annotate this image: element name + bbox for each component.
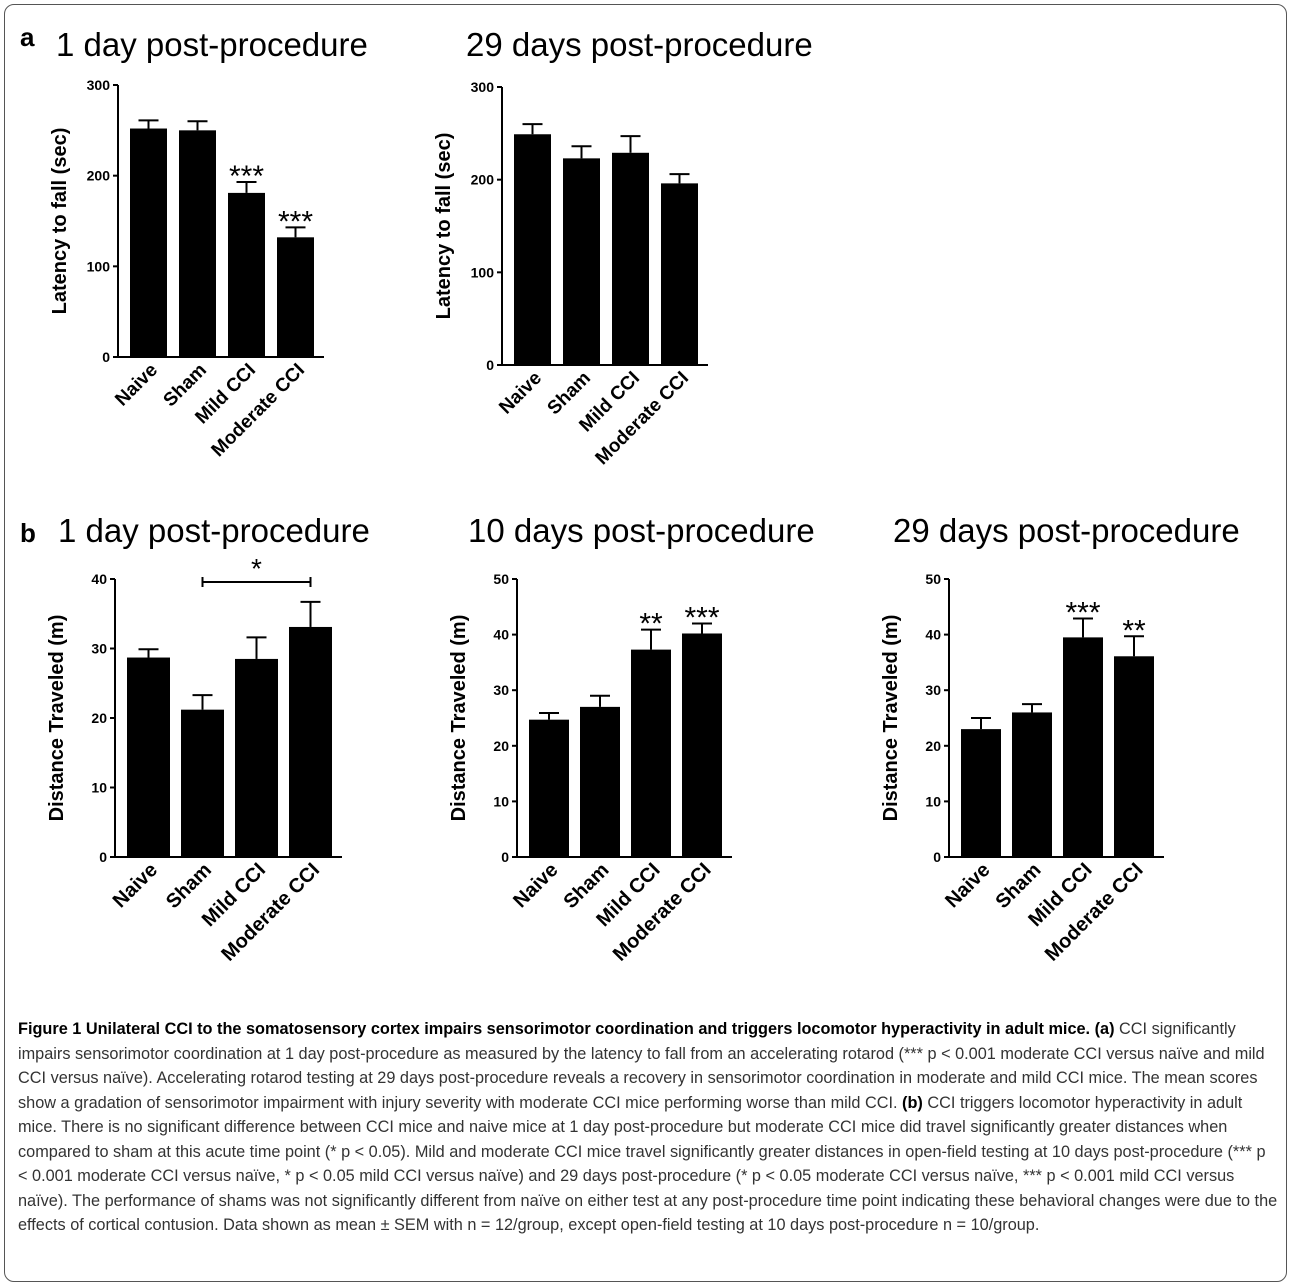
y-tick-label: 40 [493,627,509,643]
bar-1 [580,706,620,857]
chart-b2-title: 10 days post-procedure [468,512,815,549]
panel-a-label: a [20,22,35,52]
bracket-label: * [251,553,262,584]
x-tick-label-0: Naive [111,360,162,411]
bar-1 [1012,712,1052,857]
y-tick-label: 10 [91,780,107,796]
bar-2 [631,649,671,857]
caption-title: Figure 1 Unilateral CCI to the somatosen… [18,1020,1091,1038]
significance-label-3: *** [684,601,719,634]
x-tick-label-0: Naive [495,368,546,419]
y-tick-label: 20 [925,738,941,754]
bar-0 [127,657,170,857]
y-tick-label: 0 [501,849,509,865]
y-axis-label: Distance Traveled (m) [448,615,470,822]
chart-a2-title: 29 days post-procedure [466,26,813,63]
caption-b-text: CCI triggers locomotor hyperactivity in … [18,1093,1278,1235]
bar-3 [277,237,314,357]
y-tick-label: 300 [471,79,495,95]
y-tick-label: 40 [91,571,107,587]
y-tick-label: 100 [87,258,111,274]
bar-2 [1063,637,1103,857]
y-tick-label: 30 [493,682,509,698]
significance-label-2: *** [1065,596,1100,629]
bar-0 [514,134,551,365]
significance-label-3: ** [1122,614,1146,647]
y-tick-label: 30 [925,682,941,698]
x-tick-label-0: Naive [109,859,162,912]
y-axis-label: Distance Traveled (m) [880,615,902,822]
y-tick-label: 10 [925,793,941,809]
bar-0 [130,128,167,357]
significance-label-2: ** [639,608,663,641]
bar-2 [612,152,649,365]
bar-0 [961,729,1001,857]
bar-3 [682,633,722,857]
y-tick-label: 200 [87,168,111,184]
y-axis-label: Distance Traveled (m) [46,615,68,822]
y-axis-label: Latency to fall (sec) [433,133,455,320]
y-tick-label: 100 [471,264,495,280]
y-tick-label: 0 [99,849,107,865]
x-tick-label-0: Naive [509,859,562,912]
y-tick-label: 0 [486,357,494,373]
figure-caption: Figure 1 Unilateral CCI to the somatosen… [18,1017,1278,1238]
y-tick-label: 50 [493,571,509,587]
x-tick-label-0: Naive [941,859,994,912]
y-tick-label: 50 [925,571,941,587]
bar-0 [529,719,569,857]
y-tick-label: 0 [933,849,941,865]
bar-2 [228,192,265,357]
x-tick-label-3: Moderate CCI [217,859,324,966]
bar-3 [1114,656,1154,857]
chart-b3-title: 29 days post-procedure [893,512,1240,549]
panel-b-label: b [20,518,36,548]
bar-2 [235,658,278,857]
y-tick-label: 30 [91,641,107,657]
chart-a1-title: 1 day post-procedure [56,26,368,63]
bar-3 [289,626,332,857]
significance-label-2: *** [229,160,264,193]
y-axis-label: Latency to fall (sec) [49,128,71,315]
y-tick-label: 0 [102,349,110,365]
y-tick-label: 20 [493,738,509,754]
y-tick-label: 20 [91,710,107,726]
bar-1 [181,709,224,857]
caption-b-label: (b) [902,1093,923,1112]
chart-b1-title: 1 day post-procedure [58,512,370,549]
bar-1 [179,130,216,357]
bar-1 [563,158,600,365]
y-tick-label: 10 [493,793,509,809]
significance-label-3: *** [278,205,313,238]
y-tick-label: 40 [925,627,941,643]
caption-a-label: (a) [1094,1020,1115,1038]
bar-3 [661,183,698,365]
figure-frame [4,4,1287,1282]
y-tick-label: 300 [87,77,111,93]
y-tick-label: 200 [471,172,495,188]
caption-a-text: CCI significantly impairs sensorimotor c… [18,1020,1265,1112]
